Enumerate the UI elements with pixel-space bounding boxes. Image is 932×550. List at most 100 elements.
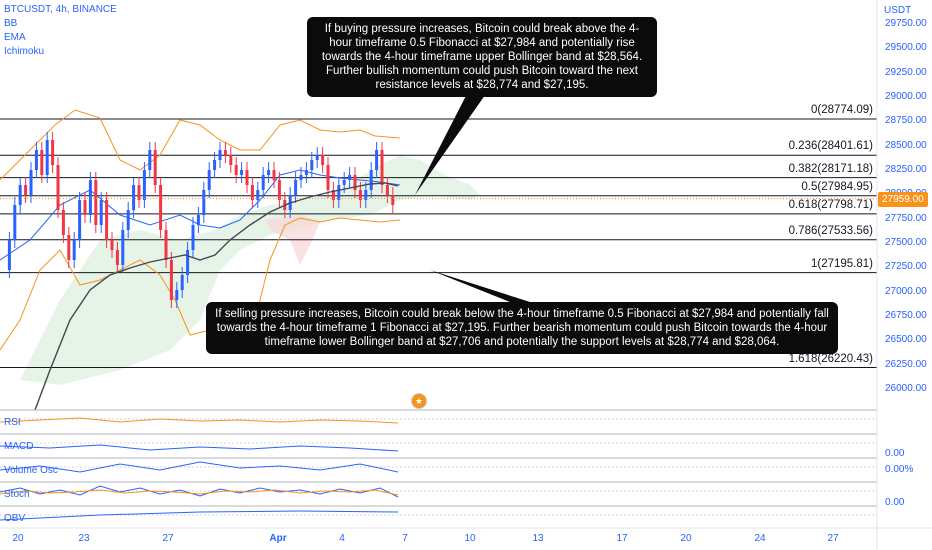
- candle-body: [78, 200, 82, 240]
- volume-osc-label[interactable]: Volume Osc: [4, 465, 58, 476]
- date-axis-label: 20: [680, 533, 692, 544]
- date-axis-label: 7: [402, 533, 408, 544]
- legend-ichimoku[interactable]: Ichimoku: [4, 46, 45, 57]
- legend-bb[interactable]: BB: [4, 18, 18, 29]
- candle-body: [137, 185, 141, 200]
- candle-body: [202, 190, 206, 215]
- candle-body: [218, 150, 222, 160]
- date-axis-label: 23: [78, 533, 90, 544]
- price-axis-label: 29750.00: [885, 18, 927, 29]
- note-pointers: [415, 88, 530, 302]
- candle-body: [164, 230, 168, 260]
- us-flag-icon[interactable]: ★: [411, 393, 427, 409]
- candle-body: [385, 185, 389, 195]
- rsi-line: [0, 417, 399, 424]
- price-axis-label: 26750.00: [885, 310, 927, 321]
- volume-osc-value: 0.00%: [885, 464, 914, 475]
- stoch-label[interactable]: Stoch: [4, 489, 30, 500]
- date-axis-label: 27: [162, 533, 174, 544]
- fib-level-label: 1(27195.81): [810, 257, 873, 270]
- candle-body: [207, 170, 211, 190]
- volume-osc-line: [0, 461, 399, 473]
- price-axis-label: 28500.00: [885, 139, 927, 151]
- candle-body: [18, 185, 22, 205]
- stoch-d-line: [0, 489, 399, 496]
- rsi-label[interactable]: RSI: [4, 417, 21, 428]
- date-axis-label: 24: [754, 533, 766, 544]
- candle-body: [358, 190, 362, 200]
- stoch-k-line: [0, 485, 399, 498]
- candle-body: [272, 170, 276, 180]
- price-axis-label: 26000.00: [885, 383, 927, 394]
- candle-body: [45, 140, 49, 175]
- candle-body: [348, 175, 352, 180]
- candle-body: [364, 190, 368, 200]
- date-axis-label: 20: [12, 533, 24, 544]
- bearish-note[interactable]: If selling pressure increases, Bitcoin c…: [206, 302, 838, 354]
- price-axis-label: 28250.00: [885, 164, 927, 175]
- price-axis-label: 27750.00: [885, 212, 927, 224]
- candle-body: [240, 170, 244, 175]
- ichimoku-cloud-green: [20, 155, 480, 385]
- price-axis-label: 27500.00: [885, 237, 927, 248]
- candle-body: [105, 200, 109, 240]
- ema-line: [34, 182, 399, 411]
- candle-body: [213, 160, 217, 170]
- date-axis-label: 13: [532, 533, 544, 544]
- candle-body: [56, 165, 60, 210]
- candle-body: [315, 155, 319, 160]
- price-axis-label: 29250.00: [885, 66, 927, 78]
- price-axis-label: 28750.00: [885, 115, 927, 127]
- candle-body: [310, 160, 314, 170]
- fibonacci-levels: [0, 118, 877, 369]
- obv-label[interactable]: OBV: [4, 513, 26, 524]
- bearish-note-text: If selling pressure increases, Bitcoin c…: [215, 308, 829, 348]
- candle-body: [142, 170, 146, 200]
- candle-body: [234, 165, 238, 175]
- symbol-title[interactable]: BTCUSDT, 4h, BINANCE: [4, 4, 117, 15]
- candle-body: [337, 185, 341, 200]
- macd-line: [0, 444, 399, 452]
- candle-body: [299, 175, 303, 180]
- ema-line: [34, 182, 399, 411]
- candle-body: [126, 210, 130, 230]
- legend-ema[interactable]: EMA: [4, 32, 26, 43]
- bullish-pointer: [415, 88, 490, 195]
- candle-body: [132, 185, 136, 210]
- price-axis-unit: USDT: [884, 5, 912, 16]
- bearish-pointer: [430, 270, 530, 302]
- candle-body: [110, 240, 114, 250]
- price-axis-label: 27000.00: [885, 285, 927, 297]
- price-axis-label: 29500.00: [885, 42, 927, 54]
- date-axis-label: 17: [616, 533, 628, 544]
- candle-body: [331, 190, 335, 200]
- candle-body: [40, 150, 44, 175]
- macd-label[interactable]: MACD: [4, 441, 34, 452]
- date-axis-label: 27: [827, 533, 839, 544]
- indicator-panes: [0, 409, 877, 521]
- fib-level-label: 0(28774.09): [810, 103, 873, 116]
- candle-body: [67, 235, 71, 260]
- candle-body: [94, 180, 98, 225]
- candle-body: [229, 155, 233, 165]
- price-axis-label: 29000.00: [885, 91, 927, 102]
- candle-body: [375, 150, 379, 170]
- macd-value: 0.00: [885, 448, 905, 459]
- price-axis-label: 27250.00: [885, 261, 927, 273]
- date-axis-label: 4: [339, 533, 345, 544]
- candle-body: [51, 140, 55, 165]
- candle-body: [148, 150, 152, 170]
- fib-level-label: 1.618(26220.43): [788, 352, 873, 365]
- candle-body: [13, 205, 17, 240]
- candle-body: [115, 250, 119, 265]
- candle-body: [175, 290, 179, 300]
- candle-body: [180, 275, 184, 290]
- bullish-note[interactable]: If buying pressure increases, Bitcoin co…: [307, 17, 657, 97]
- candle-body: [369, 170, 373, 190]
- obv-line: [0, 510, 399, 521]
- candle-body: [24, 185, 28, 195]
- candle-body: [261, 175, 265, 190]
- candle-body: [169, 260, 173, 300]
- candle-body: [88, 180, 92, 215]
